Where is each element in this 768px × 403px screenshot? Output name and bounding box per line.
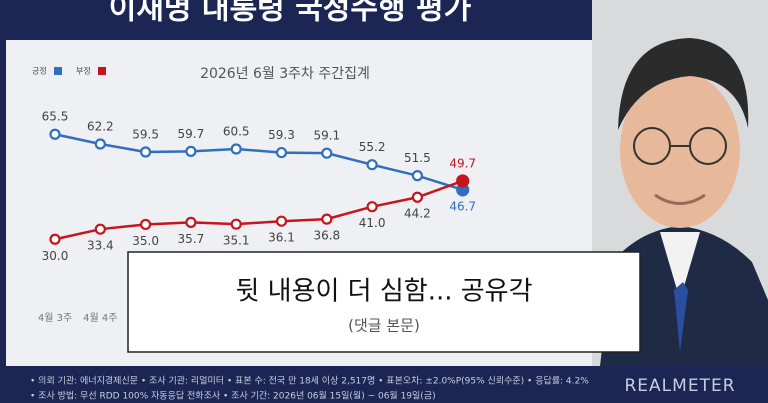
data-point: [49, 233, 61, 245]
data-point: [411, 170, 423, 182]
legend-swatch: [54, 67, 62, 75]
footer-note: • 조사 방법: 무선 RDD 100% 자동응답 전화조사 • 조사 기간: …: [30, 390, 436, 402]
hair: [618, 38, 749, 130]
data-point: [456, 174, 470, 188]
data-point: [94, 138, 106, 150]
data-point: [94, 223, 106, 235]
data-point: [321, 213, 333, 225]
overlay-headline: 뒷 내용이 더 심함... 공유각: [235, 277, 532, 307]
data-label: 46.7: [449, 199, 476, 213]
data-point: [275, 215, 288, 227]
data-point: [140, 146, 152, 158]
x-tick-label: 4월 4주: [83, 312, 117, 324]
data-label: 59.7: [178, 127, 205, 141]
chart-subtitle: 2026년 6월 3주차 주간집계: [200, 66, 370, 82]
data-label: 59.3: [268, 128, 295, 142]
mouth: [654, 193, 706, 205]
legend-label: 긍정: [32, 66, 47, 76]
data-point: [230, 143, 242, 155]
data-point: [366, 159, 378, 171]
data-label: 35.1: [223, 234, 250, 248]
data-point: [49, 128, 61, 140]
tie: [674, 282, 688, 352]
data-point: [140, 218, 152, 231]
data-label: 36.1: [268, 231, 295, 245]
data-label: 59.1: [313, 129, 340, 143]
data-label: 60.5: [223, 125, 250, 139]
plot: 긍정 부정 4월 3주 4월 4주 65.5 62.2 59.5 59.7 60.5 59.3 59…: [32, 66, 476, 325]
series-line: [54, 179, 464, 241]
data-point: [411, 191, 423, 203]
footer-note: • 의뢰 기관: 에너지경제신문 • 조사 기관: 리얼미터 • 표본 수: 전…: [30, 375, 589, 387]
overlay-caption: (댓글 본문): [348, 317, 420, 335]
data-point: [275, 146, 288, 159]
data-label: 49.7: [449, 156, 476, 170]
data-label: 41.0: [359, 216, 386, 230]
data-label: 35.7: [178, 232, 205, 246]
data-point: [366, 201, 378, 213]
data-label: 55.2: [359, 140, 386, 154]
data-label: 36.8: [313, 229, 340, 243]
data-label: 62.2: [87, 119, 114, 133]
series-line: [54, 133, 464, 192]
data-label: 35.0: [132, 234, 159, 248]
logo: REALMETER: [625, 376, 736, 396]
data-label: 30.0: [42, 249, 69, 263]
face: [620, 72, 740, 228]
data-label: 33.4: [87, 239, 114, 253]
data-label: 44.2: [404, 207, 431, 221]
legend-swatch: [98, 67, 106, 75]
portrait: [592, 0, 768, 366]
overlay-box: 뒷 내용이 더 심함... 공유각 (댓글 본문): [127, 251, 641, 353]
data-label: 59.5: [132, 127, 159, 141]
data-point: [185, 145, 197, 157]
data-point: [185, 216, 197, 228]
data-label: 51.5: [404, 151, 431, 165]
data-point: [230, 218, 242, 230]
overlay-panel: [127, 251, 641, 353]
data-label: 65.5: [42, 110, 69, 124]
data-point: [321, 147, 333, 159]
shirt: [660, 232, 700, 300]
legend-label: 부정: [76, 66, 91, 76]
x-tick-label: 4월 3주: [38, 312, 72, 324]
chart-title: 이재명 대통령 국정수행 평가: [109, 0, 472, 27]
